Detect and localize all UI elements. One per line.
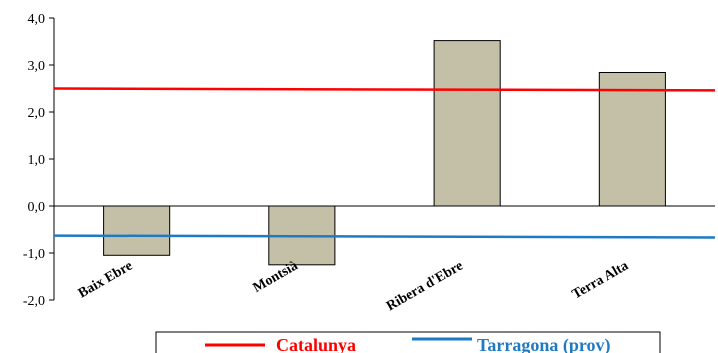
reference-line-1 bbox=[53, 234, 716, 239]
chart-reference-lines bbox=[53, 87, 716, 239]
bar-0 bbox=[103, 205, 171, 256]
category-label-0: Baix Ebre bbox=[76, 258, 135, 301]
bar-2 bbox=[433, 40, 501, 207]
y-tick-label: 2,0 bbox=[28, 106, 46, 121]
category-label-3: Terra Alta bbox=[570, 258, 631, 302]
chart-bars bbox=[103, 40, 666, 266]
chart-category-labels: Baix Ebre Montsià Ribera d'Ebre Terra Alta bbox=[76, 258, 631, 314]
legend-label-tarragona: Tarragona (prov) bbox=[477, 335, 611, 353]
y-tick-label: -1,0 bbox=[23, 247, 45, 262]
y-tick-label: 1,0 bbox=[28, 153, 46, 168]
y-tick-label: 4,0 bbox=[28, 12, 46, 27]
category-label-2: Ribera d'Ebre bbox=[384, 258, 466, 314]
chart-axes: -2,0 -1,0 0,0 1,0 2,0 3,0 4,0 bbox=[23, 12, 715, 309]
bar-3 bbox=[598, 72, 666, 207]
chart-legend: Catalunya Tarragona (prov) bbox=[155, 331, 661, 353]
legend-label-catalunya: Catalunya bbox=[276, 335, 356, 353]
y-tick-label: 3,0 bbox=[28, 59, 46, 74]
reference-line-0 bbox=[53, 87, 716, 92]
y-tick-label: -2,0 bbox=[23, 294, 45, 309]
y-tick-label: 0,0 bbox=[28, 200, 46, 215]
legend-box bbox=[155, 331, 661, 353]
